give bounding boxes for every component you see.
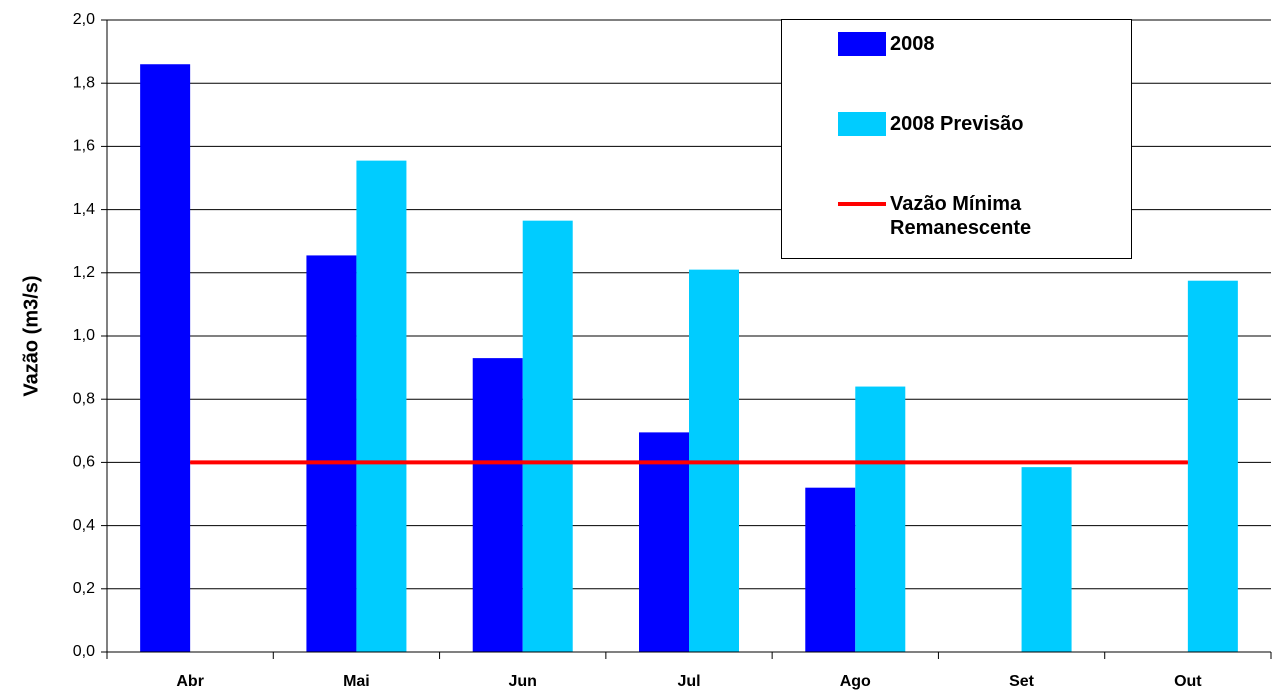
bar: [805, 487, 856, 652]
legend: 2008 2008 Previsão Vazão Mínima Remanescen…: [781, 19, 1132, 259]
legend-label: Vazão Mínima Remanescente: [890, 193, 1032, 239]
y-tick-label: 1,8: [73, 74, 95, 91]
y-tick-label: 0,8: [73, 390, 95, 407]
x-tick-label: Jun: [508, 673, 536, 690]
legend-label: 2008: [890, 33, 935, 55]
legend-swatch: [838, 32, 886, 56]
y-tick-label: 1,6: [73, 138, 95, 155]
legend-swatch: [838, 112, 886, 136]
bar: [140, 64, 191, 653]
legend-entry: 2008: [838, 32, 1090, 56]
y-axis-label: Vazão (m3/s): [20, 275, 42, 396]
bar: [1021, 467, 1072, 652]
x-tick-label: Abr: [176, 673, 204, 690]
y-tick-label: 1,2: [73, 264, 95, 281]
bar: [306, 255, 357, 653]
legend-label: 2008 Previsão: [890, 113, 1024, 135]
x-tick-label: Mai: [343, 673, 370, 690]
bar: [356, 160, 407, 652]
x-tick-label: Ago: [840, 673, 871, 690]
legend-swatch: [838, 202, 886, 206]
y-tick-label: 1,0: [73, 327, 95, 344]
legend-entry: 2008 Previsão: [838, 112, 1090, 136]
x-tick-label: Jul: [677, 673, 700, 690]
bar: [522, 220, 573, 652]
bar: [639, 432, 689, 652]
bar: [1187, 280, 1238, 652]
x-tick-label: Out: [1174, 673, 1202, 690]
y-tick-label: 1,4: [73, 201, 95, 218]
y-tick-label: 0,2: [73, 580, 95, 597]
bar: [472, 358, 523, 652]
y-tick-label: 2,0: [73, 11, 95, 28]
y-tick-label: 0,4: [73, 517, 95, 534]
x-tick-label: Set: [1009, 673, 1035, 690]
bar: [855, 386, 906, 652]
y-tick-label: 0,6: [73, 454, 95, 471]
y-tick-label: 0,0: [73, 643, 95, 660]
legend-entry: Vazão Mínima Remanescente: [838, 192, 1050, 240]
